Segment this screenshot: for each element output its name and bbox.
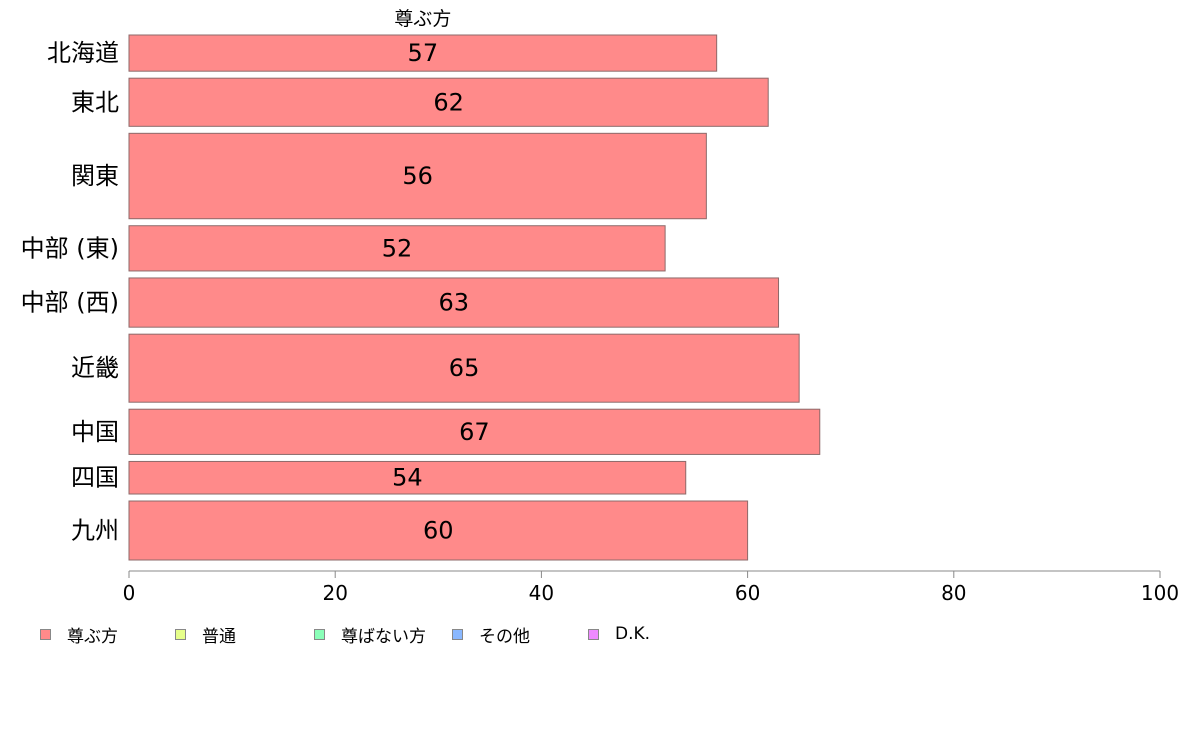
legend-swatch [588,628,599,640]
series-title: 尊ぶ方 [394,8,451,30]
category-label: 中部 (東) [21,234,119,262]
x-tick-label: 60 [735,581,760,605]
bar [128,277,780,328]
legend-label: 尊ぶ方 [67,626,118,647]
category-label: 関東 [71,162,119,190]
legend-swatch [314,628,325,640]
bar [128,34,718,72]
x-tick-label: 0 [123,581,136,605]
category-label: 中部 (西) [21,289,119,317]
bar [128,333,800,403]
legend-label: 普通 [202,626,236,647]
legend-swatch [40,628,51,640]
bar [128,132,707,220]
bar-value-label: 60 [423,517,454,545]
legend-label: 尊ばない方 [341,626,426,647]
legend-label: D.K. [615,624,651,644]
bar [128,460,687,495]
legend: 尊ぶ方 普通 尊ばない方 その他 D.K. [40,622,800,647]
bar-value-label: 57 [408,39,439,67]
legend-swatch [175,628,186,640]
category-label: 九州 [71,517,119,545]
bar-value-label: 62 [433,88,464,116]
x-tick-label: 80 [941,581,966,605]
legend-item: 尊ぶ方 [40,622,118,647]
bar [128,77,769,127]
bar-value-label: 54 [392,464,423,492]
category-label: 中国 [71,418,119,446]
bar-value-label: 67 [459,418,490,446]
category-label: 四国 [71,464,119,492]
category-label: 北海道 [47,39,119,67]
bar-value-label: 63 [438,289,469,317]
x-tick-label: 100 [1141,581,1179,605]
bars-group: 57 北海道 62 東北 56 関東 52 中部 (東) 63 中部 (西) 65 近畿 67 中国 54 四… [21,34,821,561]
legend-label: その他 [479,626,530,647]
x-tick-label: 40 [529,581,554,605]
legend-item: 普通 [175,622,236,647]
bar [128,500,749,561]
legend-item: その他 [452,622,530,647]
bar [128,408,821,455]
legend-item: 尊ばない方 [314,622,426,647]
legend-swatch [452,628,463,640]
x-tick-label: 20 [322,581,347,605]
x-axis: 0 20 40 60 80 100 [123,570,1179,605]
legend-item: D.K. [588,622,650,646]
bar-value-label: 52 [382,234,413,262]
bar [128,225,666,272]
category-label: 近畿 [71,354,119,382]
category-label: 東北 [71,88,119,116]
bar-value-label: 65 [449,354,480,382]
bar-value-label: 56 [402,162,433,190]
